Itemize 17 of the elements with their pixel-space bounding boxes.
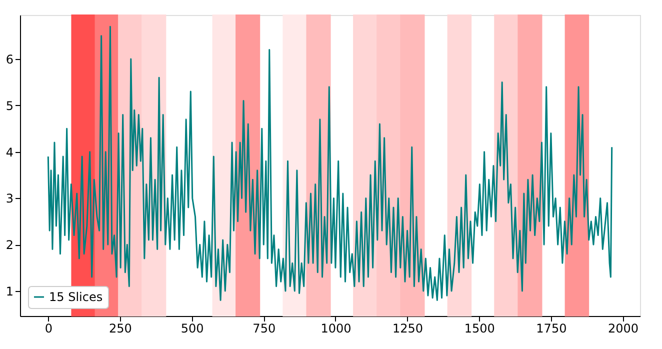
x-tick-label: 500 — [180, 322, 204, 336]
x-tick-label: 1250 — [392, 322, 424, 336]
y-tick-label: 3 — [6, 192, 14, 206]
x-tick-label: 2000 — [608, 322, 639, 336]
x-tick-label: 1500 — [464, 322, 495, 336]
x-tick-label: 1000 — [320, 322, 352, 336]
x-tick-label: 750 — [252, 322, 276, 336]
y-tick-label: 1 — [6, 284, 14, 298]
y-tick-label: 6 — [6, 52, 14, 67]
x-tick-label: 250 — [109, 322, 132, 336]
y-tick-label: 5 — [6, 98, 14, 113]
y-tick-label: 4 — [6, 145, 14, 160]
y-tick-label: 2 — [6, 238, 14, 252]
line-series — [47, 26, 613, 301]
legend-label: 15 Slices — [49, 290, 103, 304]
x-tick-label: 1750 — [536, 322, 567, 336]
x-tick-label: 0 — [44, 322, 52, 336]
